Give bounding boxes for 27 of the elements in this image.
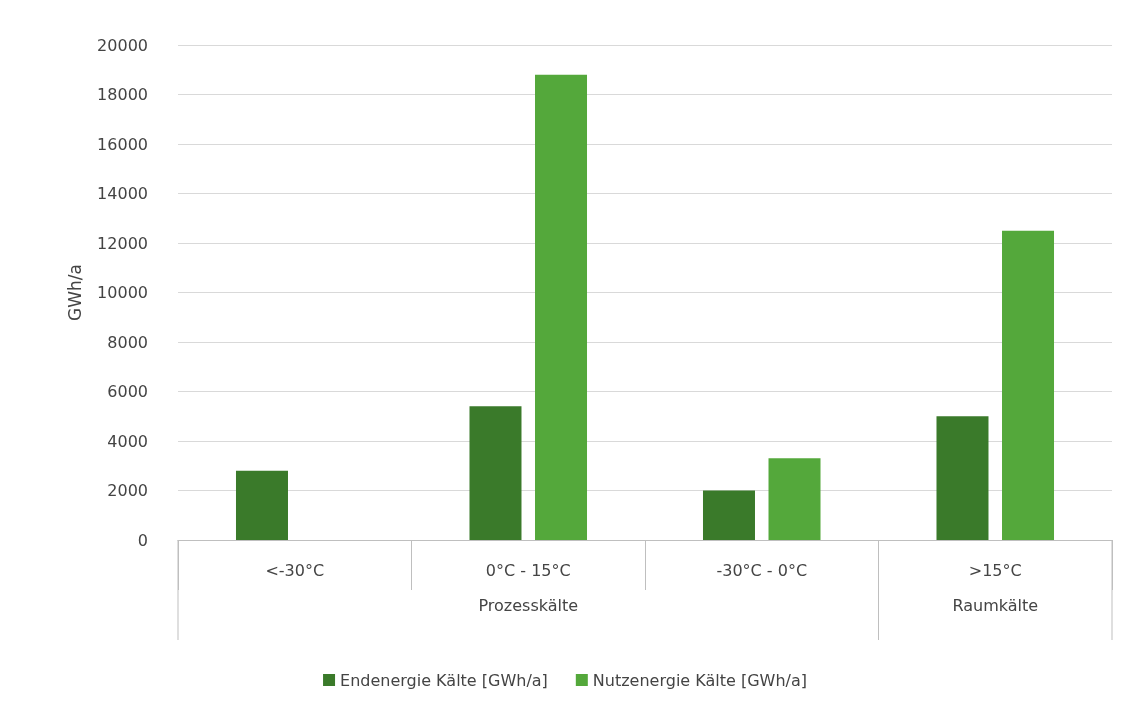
y-tick-label: 18000 — [97, 85, 148, 104]
y-tick-label: 2000 — [107, 481, 148, 500]
y-tick-label: 6000 — [107, 382, 148, 401]
legend-label: Nutzenergie Kälte [GWh/a] — [592, 670, 807, 690]
bar — [535, 74, 588, 540]
y-tick-label: 4000 — [107, 431, 148, 451]
bar — [936, 416, 989, 540]
x-tick-label: >15°C — [968, 560, 1022, 580]
x-tick-label: -30°C - 0°C — [716, 560, 808, 580]
y-tick-label: 10000 — [97, 283, 148, 302]
y-tick-label: 8000 — [107, 332, 148, 352]
legend-label: Endenergie Kälte [GWh/a] — [340, 670, 548, 690]
y-tick-label: 14000 — [97, 184, 148, 203]
y-tick-label: 16000 — [97, 134, 148, 154]
y-tick-label: 20000 — [97, 35, 148, 55]
text: Prozesskälte — [478, 595, 579, 615]
y-tick-label: 0 — [137, 530, 148, 550]
bar — [768, 458, 821, 540]
text: Raumkälte — [952, 595, 1039, 615]
bar — [235, 470, 288, 540]
x-tick-label: <-30°C — [265, 560, 325, 580]
y-axis-title: GWh/a — [64, 264, 85, 321]
y-tick-label: 12000 — [97, 233, 148, 253]
bar — [702, 490, 755, 540]
bar — [469, 406, 522, 540]
x-tick-label: 0°C - 15°C — [485, 560, 571, 580]
bar — [1002, 230, 1055, 540]
